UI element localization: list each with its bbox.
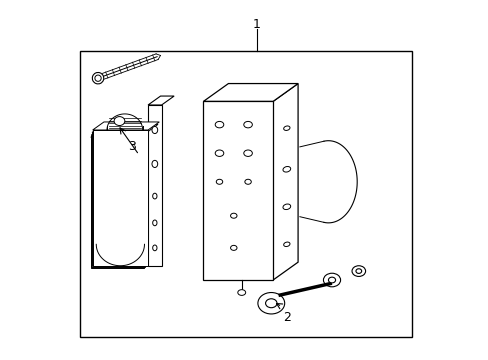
Polygon shape: [148, 96, 174, 105]
Bar: [80, 51, 411, 337]
Ellipse shape: [230, 246, 237, 250]
Text: 2: 2: [283, 311, 291, 324]
Ellipse shape: [283, 126, 289, 130]
Ellipse shape: [283, 242, 289, 247]
Ellipse shape: [244, 179, 251, 184]
Text: 1: 1: [253, 18, 261, 31]
Bar: [203, 102, 272, 280]
Ellipse shape: [215, 121, 224, 128]
Ellipse shape: [237, 290, 245, 296]
Ellipse shape: [328, 277, 335, 283]
Ellipse shape: [257, 293, 284, 314]
Ellipse shape: [92, 72, 103, 84]
Ellipse shape: [152, 220, 157, 226]
Polygon shape: [203, 84, 298, 102]
Polygon shape: [272, 84, 298, 280]
Ellipse shape: [355, 269, 361, 273]
Bar: [92, 132, 146, 266]
Ellipse shape: [95, 75, 101, 81]
Ellipse shape: [152, 245, 157, 251]
Bar: [91, 135, 145, 267]
Ellipse shape: [283, 167, 290, 172]
Bar: [93, 130, 148, 266]
Ellipse shape: [244, 150, 252, 157]
Bar: [148, 105, 162, 266]
Polygon shape: [91, 129, 155, 137]
Ellipse shape: [351, 266, 365, 276]
Ellipse shape: [230, 213, 237, 218]
Text: 3: 3: [128, 140, 136, 153]
Bar: [91, 137, 144, 268]
Ellipse shape: [244, 121, 252, 128]
Ellipse shape: [152, 193, 157, 199]
Ellipse shape: [323, 273, 340, 287]
Ellipse shape: [152, 126, 157, 134]
Polygon shape: [93, 122, 159, 130]
Ellipse shape: [283, 204, 290, 210]
Polygon shape: [91, 127, 157, 135]
Ellipse shape: [114, 117, 124, 126]
Ellipse shape: [216, 179, 222, 184]
Ellipse shape: [265, 299, 276, 308]
Ellipse shape: [215, 150, 224, 157]
Ellipse shape: [152, 160, 157, 167]
Polygon shape: [92, 125, 158, 132]
